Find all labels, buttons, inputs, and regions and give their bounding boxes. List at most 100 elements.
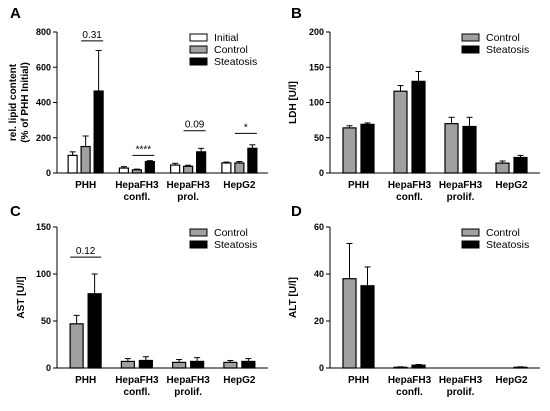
x-category-label-line: HepaFH3	[439, 375, 483, 386]
y-axis-title: ALT [U/l]	[288, 277, 299, 318]
y-tick-label: 50	[314, 133, 324, 143]
x-category-label-line: confl.	[396, 192, 423, 203]
x-category-label-line: PHH	[75, 180, 96, 191]
x-category-label: HepaFH3 prol.	[166, 180, 210, 203]
bar-initial	[221, 162, 232, 174]
x-category-label-line: PHH	[348, 375, 369, 386]
x-category-label-line: confl.	[124, 387, 151, 398]
y-tick-label: 60	[314, 222, 324, 232]
bar-steatosis	[190, 360, 205, 369]
x-category-label: HepaFH3 confl.	[115, 375, 159, 398]
x-category-label: HepaFH3 confl.	[388, 375, 432, 398]
y-tick-label: 50	[41, 316, 51, 326]
legend-swatch-steatosis	[189, 57, 208, 66]
bar-steatosis	[411, 364, 426, 369]
x-category-label-line: HepG2	[495, 180, 528, 191]
y-tick-label: 200	[309, 27, 324, 37]
bar-steatosis	[513, 156, 528, 174]
x-category-label-line: HepG2	[495, 375, 528, 386]
x-category-label-line: prolif.	[174, 387, 202, 398]
bar-control	[393, 366, 408, 369]
bar-control	[172, 361, 187, 369]
x-category-label-line: prol.	[177, 192, 199, 203]
panel-letter: C	[10, 203, 21, 220]
panel-letter: A	[10, 5, 21, 22]
bar-control	[80, 145, 91, 174]
bar-steatosis	[196, 151, 207, 174]
y-axis-title-line: ALT [U/l]	[288, 277, 299, 318]
y-tick-label: 600	[36, 62, 51, 72]
x-category-label-line: HepaFH3	[166, 180, 210, 191]
legend-label: Initial	[214, 32, 239, 44]
legend-label: Steatosis	[214, 239, 257, 251]
legend-swatch-control	[189, 228, 208, 237]
bar-steatosis	[144, 160, 155, 174]
x-category-label: HepG2	[495, 180, 528, 191]
legend-swatch-steatosis	[461, 240, 480, 249]
bar-steatosis	[360, 285, 375, 369]
x-category-label: HepG2	[223, 375, 256, 386]
significance-label: 0.31	[82, 30, 102, 41]
y-tick-label: 100	[309, 98, 324, 108]
y-axis-title-line: rel. lipid content	[8, 63, 19, 141]
significance-label: 0.12	[76, 246, 96, 257]
x-category-label-line: HepaFH3	[115, 180, 159, 191]
bar-steatosis	[513, 366, 528, 369]
legend-swatch-control	[461, 228, 480, 237]
bar-control	[223, 361, 238, 369]
y-tick-label: 400	[36, 98, 51, 108]
y-tick-label: 40	[314, 269, 324, 279]
y-axis-title-line: (% of PHH Initial)	[20, 62, 31, 143]
x-category-label: HepG2	[495, 375, 528, 386]
x-category-label-line: HepaFH3	[115, 375, 159, 386]
x-category-label: HepaFH3 prolif.	[439, 375, 483, 398]
x-category-label: PHH	[75, 375, 96, 386]
bar-steatosis	[462, 125, 477, 174]
bar-steatosis	[93, 90, 104, 174]
bar-initial	[118, 167, 129, 174]
y-tick-label: 800	[36, 27, 51, 37]
legend-label: Control	[214, 44, 248, 56]
x-category-label-line: HepaFH3	[166, 375, 210, 386]
legend-swatch-steatosis	[461, 45, 480, 54]
bar-control	[393, 90, 408, 174]
significance-label: *	[244, 122, 248, 133]
bar-control	[495, 162, 510, 174]
y-axis-title: AST [U/l]	[16, 276, 27, 318]
x-category-label: PHH	[75, 180, 96, 191]
legend-label: Control	[214, 227, 248, 239]
x-category-label: HepaFH3 prolif.	[439, 180, 483, 203]
bar-steatosis	[247, 147, 258, 174]
legend-label: Steatosis	[486, 239, 529, 251]
x-category-label: HepaFH3 confl.	[115, 180, 159, 203]
bar-control	[444, 123, 459, 174]
bar-initial	[67, 154, 78, 174]
x-category-label: HepaFH3 prolif.	[166, 375, 210, 398]
y-axis-title: LDH [U/l]	[288, 81, 299, 124]
x-category-label-line: confl.	[124, 192, 151, 203]
y-axis-title-line: LDH [U/l]	[288, 81, 299, 124]
x-category-label: PHH	[348, 375, 369, 386]
bar-steatosis	[241, 360, 256, 369]
significance-label: 0.09	[185, 120, 205, 131]
bar-steatosis	[138, 359, 153, 369]
x-category-label-line: confl.	[396, 387, 423, 398]
y-tick-label: 20	[314, 316, 324, 326]
bar-steatosis	[411, 80, 426, 174]
bar-steatosis	[360, 123, 375, 174]
panel-letter: B	[291, 5, 302, 22]
x-category-label-line: HepG2	[223, 375, 256, 386]
x-category-label-line: PHH	[348, 180, 369, 191]
bar-steatosis	[87, 293, 102, 369]
bar-initial	[170, 164, 181, 174]
x-category-label-line: PHH	[75, 375, 96, 386]
x-category-label-line: HepaFH3	[388, 375, 432, 386]
bar-control	[131, 169, 142, 174]
legend-swatch-control	[189, 45, 208, 54]
y-tick-label: 0	[46, 363, 51, 373]
y-tick-label: 0	[319, 168, 324, 178]
